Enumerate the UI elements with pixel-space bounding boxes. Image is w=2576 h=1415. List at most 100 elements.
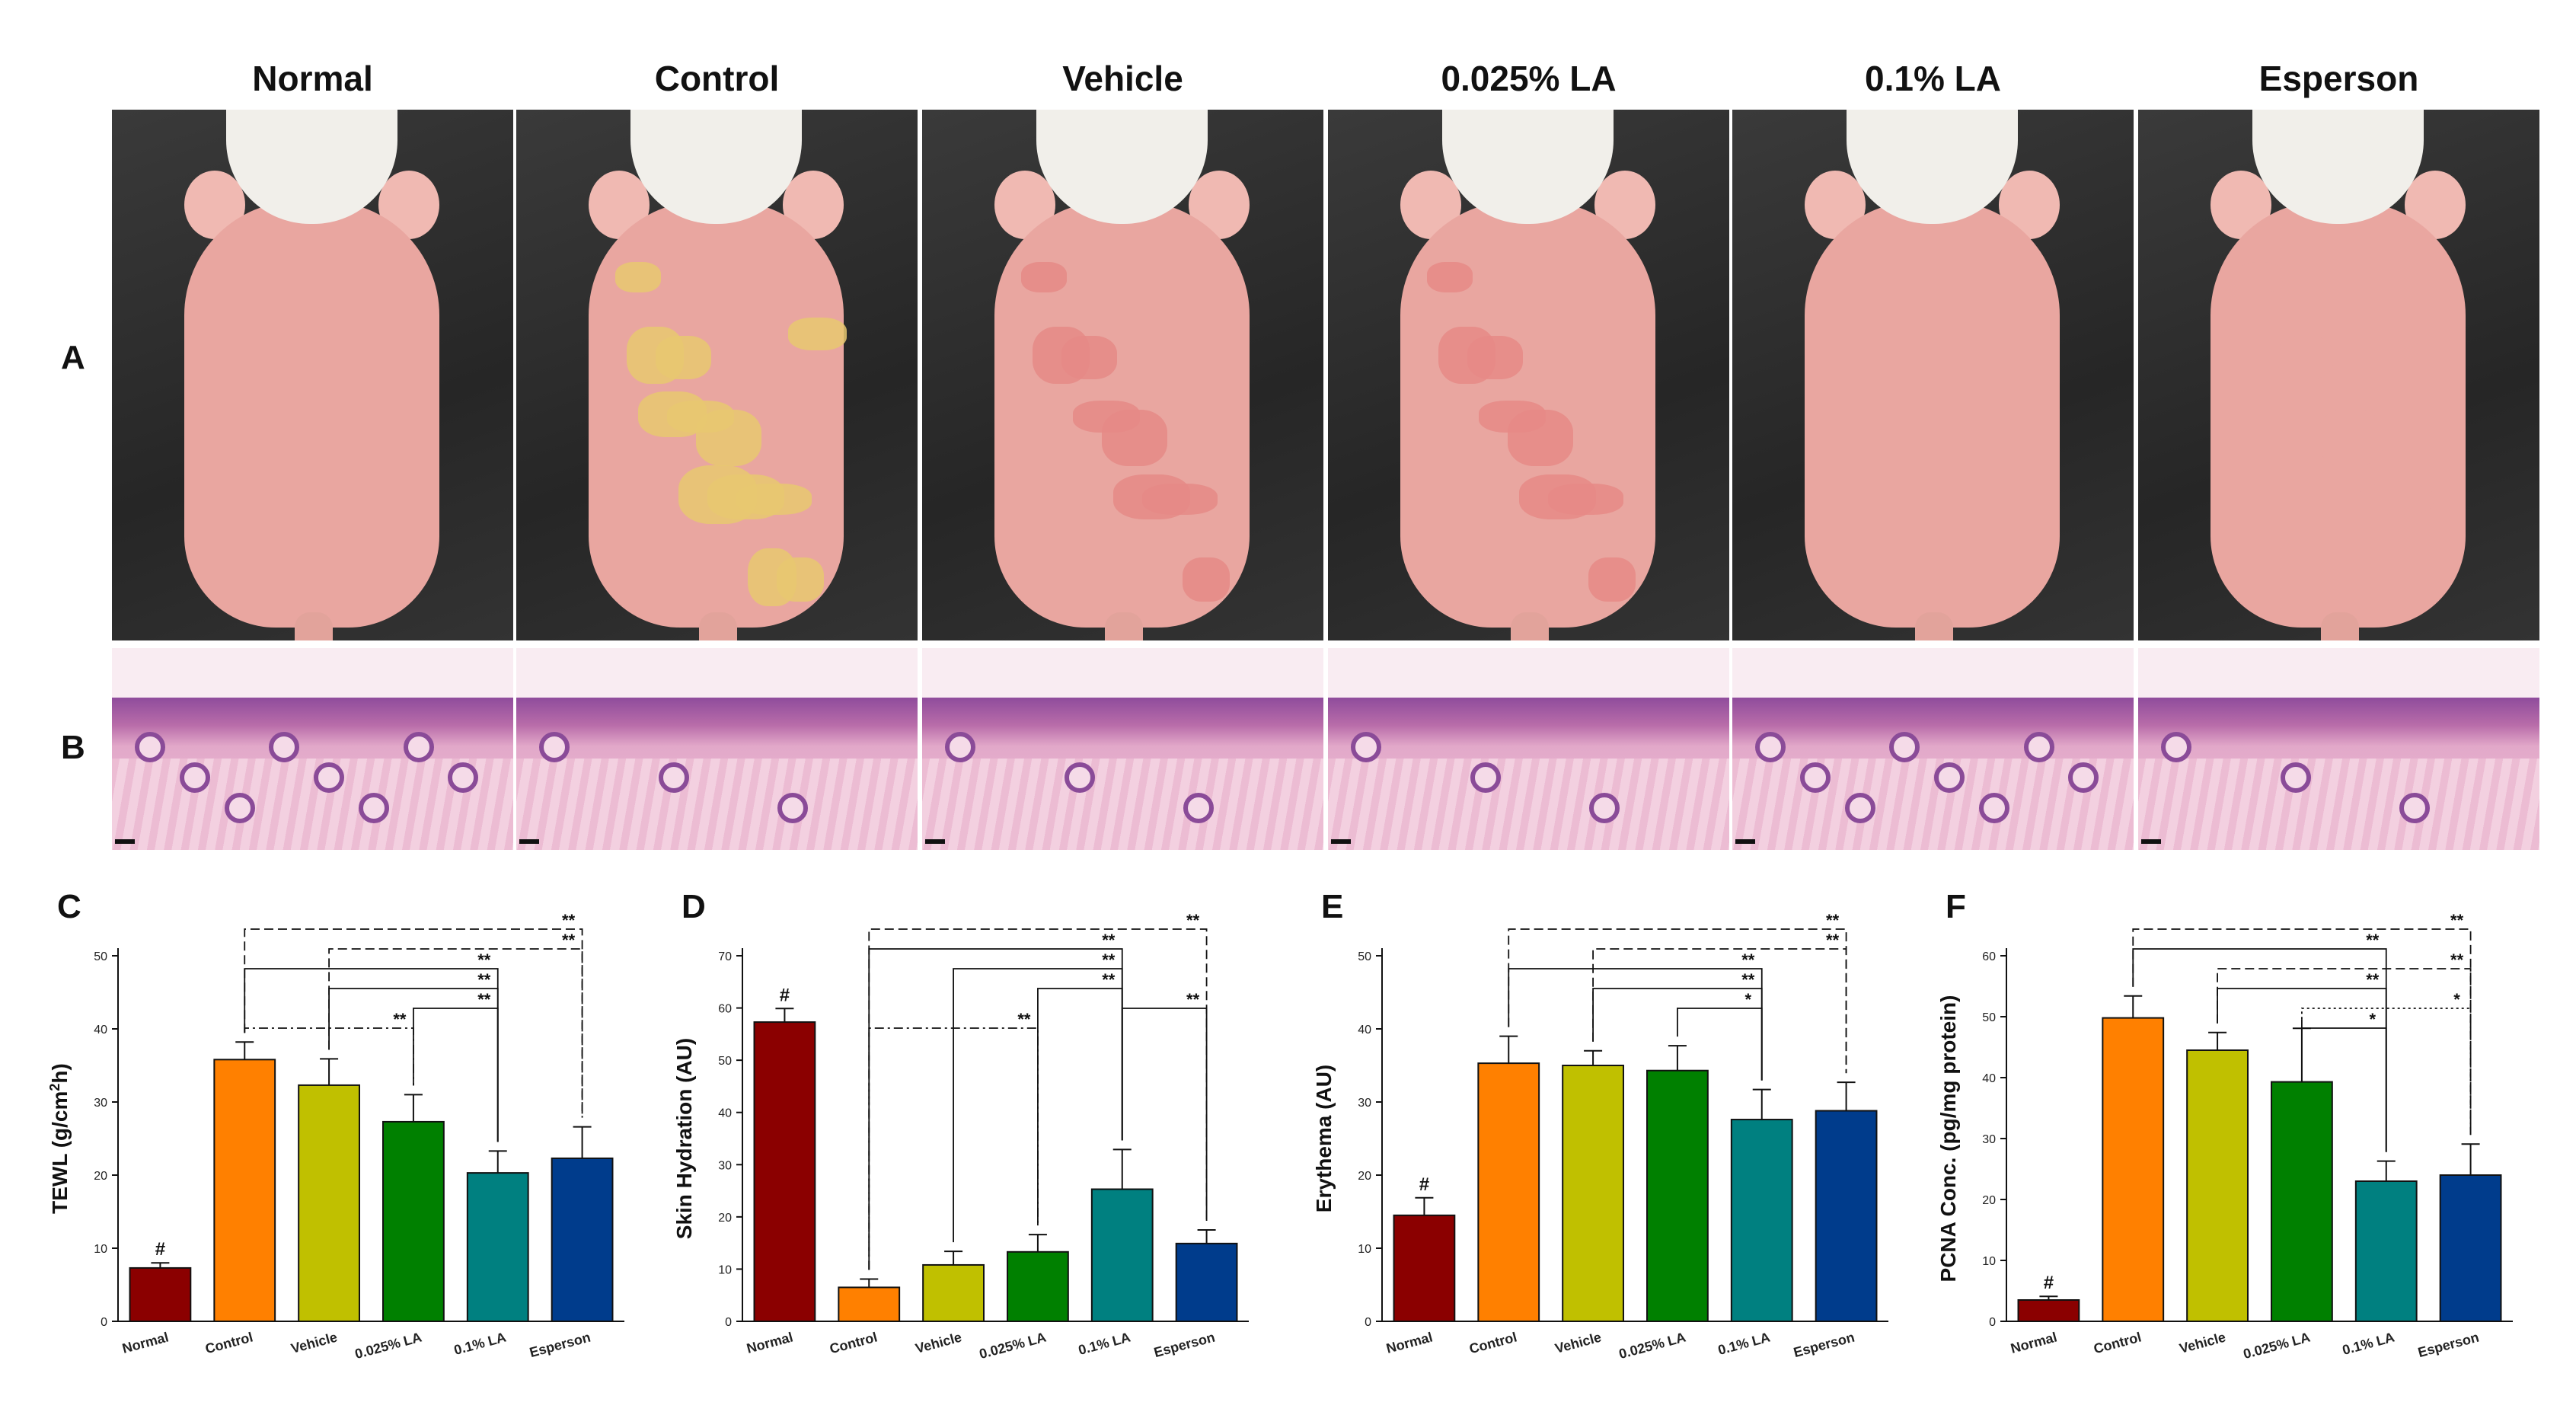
significance-label: ** — [562, 911, 576, 930]
he-stained-section — [2138, 648, 2539, 850]
x-tick-label: 0.1% LA — [2341, 1330, 2396, 1358]
hair-follicle — [1470, 762, 1501, 793]
hair-follicle — [2161, 732, 2191, 762]
y-axis-label-main: Erythema (AU) — [1312, 1065, 1336, 1212]
significance-hash: # — [155, 1239, 165, 1260]
bar — [838, 1286, 901, 1323]
significance-label: ** — [1102, 931, 1116, 950]
bar — [1646, 1069, 1709, 1322]
x-tick-label: Vehicle — [2178, 1330, 2227, 1356]
skin-lesion — [1033, 327, 1090, 384]
hair-follicle — [1755, 732, 1786, 762]
x-tick-label: Control — [2092, 1330, 2143, 1357]
hair-follicle — [179, 762, 210, 793]
bar — [1477, 1062, 1540, 1322]
hair-follicle — [1064, 762, 1095, 793]
skin-lesion — [1073, 401, 1140, 433]
significance-bracket — [244, 968, 499, 1142]
bar — [466, 1172, 529, 1322]
skin-lesion — [2318, 410, 2383, 466]
y-tick-label: 10 — [1358, 1243, 1371, 1256]
significance-label: ** — [1741, 970, 1755, 989]
bar — [2271, 1081, 2333, 1322]
dermis-layer — [2138, 759, 2539, 850]
x-tick-label: 0.025% LA — [353, 1330, 423, 1362]
he-stained-section — [922, 648, 1323, 850]
hair-follicle — [358, 793, 389, 823]
hair-follicle — [1934, 762, 1965, 793]
scale-bar — [1331, 839, 1351, 844]
panel-letter: E — [1321, 888, 1343, 925]
hair-follicle — [539, 732, 570, 762]
significance-label: * — [1744, 990, 1751, 1009]
dermis-layer — [922, 759, 1323, 850]
significance-bracket — [1508, 968, 1763, 1081]
y-tick-label: 30 — [1982, 1133, 1996, 1146]
dermis-layer — [516, 759, 918, 850]
significance-bracket — [328, 948, 583, 1118]
skin-lesion — [2237, 262, 2283, 292]
skin-lesion — [748, 548, 796, 606]
x-tick-label: Control — [828, 1330, 879, 1357]
hair-follicle — [945, 732, 975, 762]
bar — [1090, 1188, 1154, 1322]
y-tick-label: 50 — [1982, 1011, 1996, 1024]
x-tick-label: Normal — [745, 1330, 794, 1356]
hair-follicle — [1799, 762, 1831, 793]
bar — [1562, 1065, 1624, 1322]
y-tick-label: 50 — [1358, 950, 1371, 963]
tewl-chart: C 0 10 20 30 40 50 TEWL (g/cm2h) Normal Control Ve… — [47, 888, 624, 1362]
skin-lesion — [1113, 474, 1190, 519]
bar — [1175, 1242, 1238, 1323]
y-tick-label: 20 — [718, 1212, 732, 1225]
y-tick-label: 20 — [1358, 1170, 1371, 1183]
significance-label: ** — [1186, 911, 1200, 930]
skin-lesion — [1479, 401, 1546, 433]
y-axis-label: PCNA Conc. (pg/mg protein) — [1936, 995, 1960, 1282]
column-title: Esperson — [2258, 59, 2419, 98]
x-tick-label: Normal — [2009, 1330, 2058, 1356]
y-tick-label: 0 — [725, 1316, 732, 1329]
x-tick-label: Vehicle — [289, 1330, 339, 1356]
hair-follicle — [1589, 793, 1620, 823]
x-tick-label: 0.025% LA — [978, 1330, 1048, 1362]
hair-follicle — [448, 762, 479, 793]
bar — [2354, 1180, 2418, 1322]
hair-follicle — [1351, 732, 1381, 762]
significance-bracket — [1121, 1008, 1208, 1221]
x-tick-label: Control — [1467, 1330, 1518, 1357]
bar — [2017, 1299, 2080, 1322]
significance-label: ** — [2366, 931, 2380, 950]
bar — [213, 1059, 276, 1322]
y-axis-label: Skin Hydration (AU) — [672, 1038, 696, 1239]
significance-label: ** — [1826, 911, 1840, 930]
row-label-b: B — [61, 729, 85, 766]
hair-follicle — [314, 762, 344, 793]
significance-label: ** — [477, 990, 491, 1009]
significance-label: ** — [1102, 970, 1116, 989]
hair-follicle — [1183, 793, 1215, 823]
bar — [922, 1263, 985, 1323]
mouse-tail — [2321, 612, 2359, 640]
significance-label: ** — [477, 970, 491, 989]
mouse-dorsal-photo — [922, 110, 1323, 640]
mouse-tail — [1105, 612, 1143, 640]
dermis-layer — [1732, 759, 2134, 850]
significance-hash: # — [780, 985, 790, 1005]
significance-label: * — [2453, 990, 2460, 1009]
y-tick-label: 30 — [1358, 1097, 1371, 1110]
x-tick-label: Normal — [120, 1330, 170, 1356]
hair-follicle — [403, 732, 434, 762]
erythema-chart: E 0 10 20 30 40 50 Erythema (AU) Normal Control Ve… — [1312, 888, 1888, 1362]
skin-lesion — [678, 465, 757, 524]
hair-follicle — [2280, 762, 2311, 793]
skin-lesion — [1588, 557, 1636, 602]
significance-label: ** — [1017, 1010, 1031, 1029]
y-tick-label: 10 — [1982, 1255, 1996, 1268]
mouse-tail — [699, 612, 737, 640]
y-tick-label: 10 — [94, 1243, 107, 1256]
mouse-tail — [1511, 612, 1549, 640]
mouse-back — [1805, 201, 2060, 628]
y-axis-label: Erythema (AU) — [1312, 1065, 1336, 1212]
significance-label: * — [2369, 1010, 2376, 1029]
